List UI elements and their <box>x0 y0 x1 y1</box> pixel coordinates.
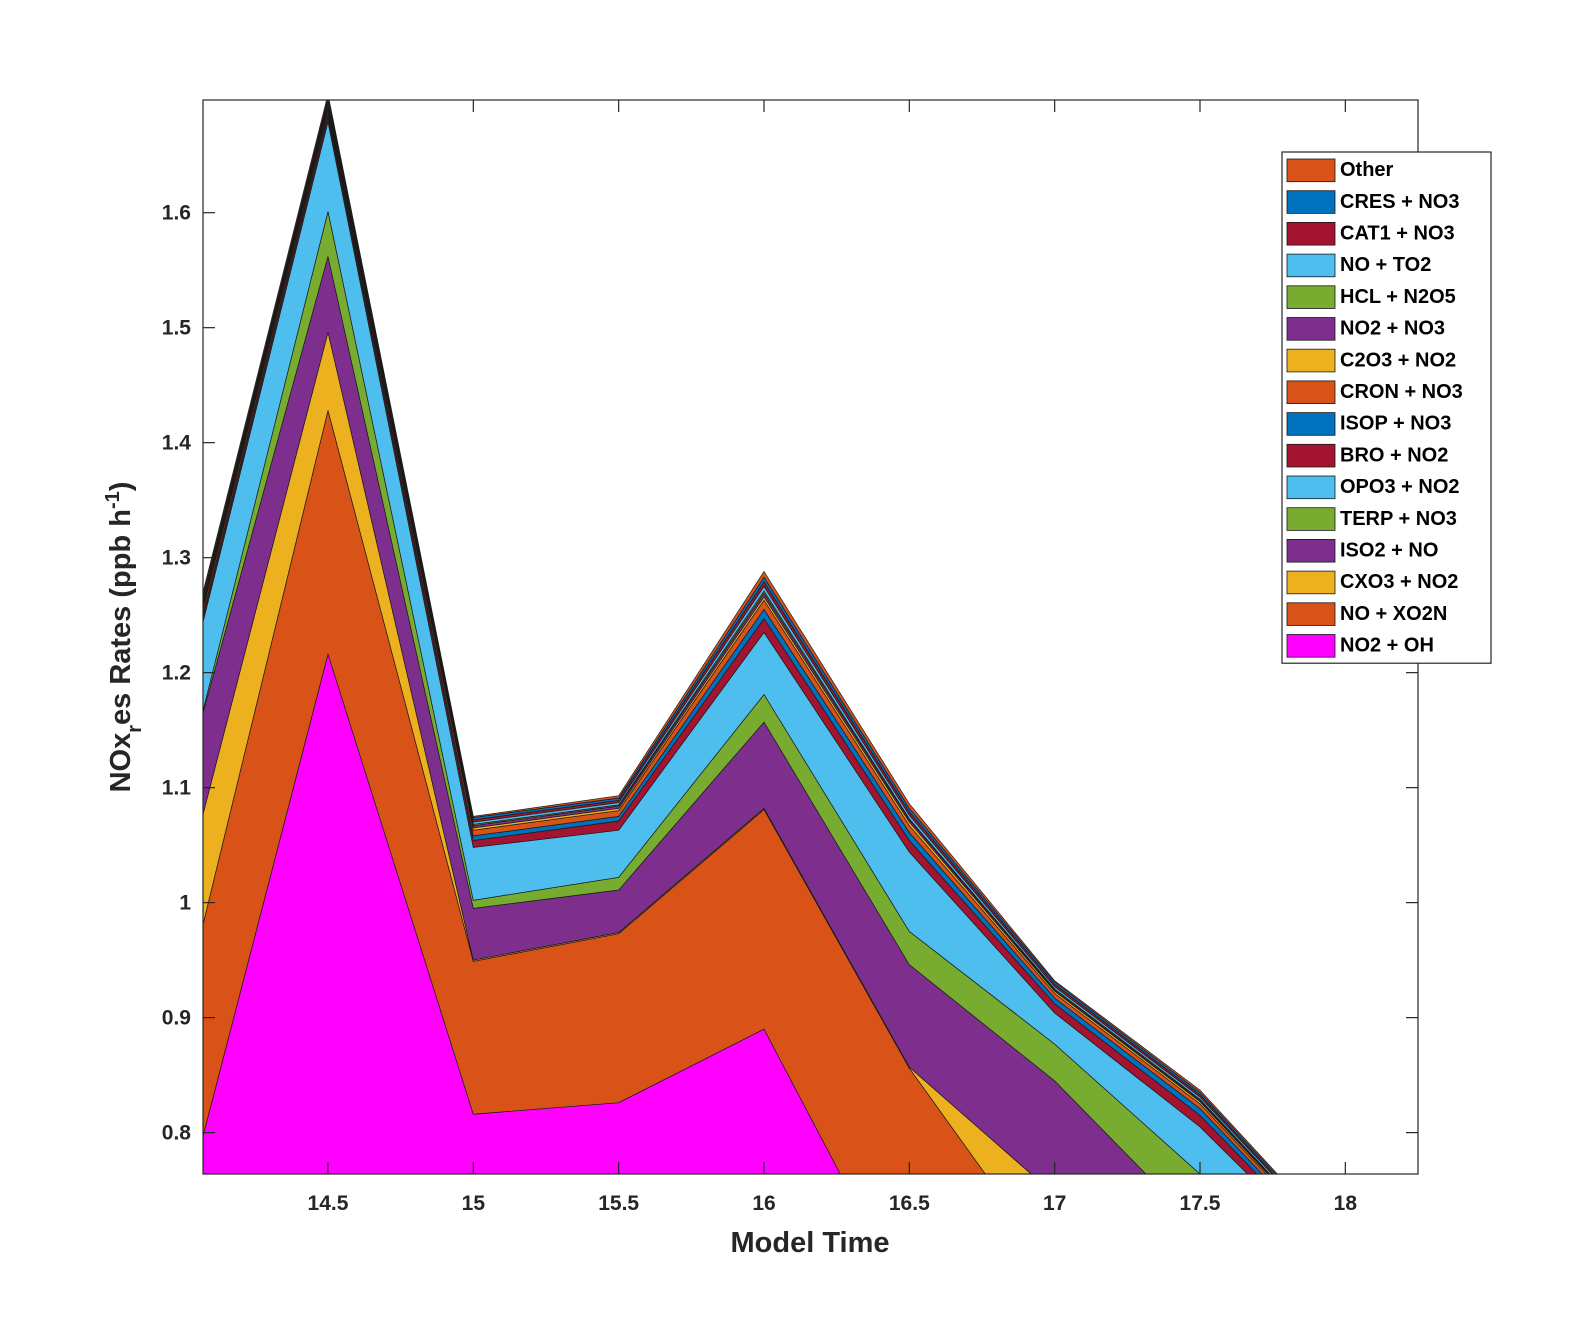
legend-label: TERP + NO3 <box>1340 508 1457 530</box>
legend-swatch <box>1286 570 1336 595</box>
y-axis-label-part: -1 <box>102 491 124 509</box>
legend-swatch <box>1286 348 1336 373</box>
y-tick-label: 1.1 <box>162 777 192 800</box>
legend-swatch <box>1286 253 1336 278</box>
legend-swatch <box>1286 158 1336 183</box>
x-axis-label: Model Time <box>731 1227 890 1259</box>
axes: 14.5 15 15.5 16 16.5 17 17.5 18 0.8 0.9 1 1.1 1.2 1.3… <box>162 99 1419 1215</box>
y-tick-label: 1.2 <box>162 662 191 685</box>
y-tick-label: 0.8 <box>162 1122 192 1145</box>
area <box>203 100 1278 1174</box>
x-tick-label: 17 <box>1043 1192 1066 1215</box>
y-axis-label-part: NOx <box>105 733 137 793</box>
y-tick-label: 1.3 <box>162 547 191 570</box>
legend-label: ISOP + NO3 <box>1340 413 1451 435</box>
plot-area <box>203 100 1278 1174</box>
legend-swatch <box>1286 221 1336 246</box>
legend-label: CXO3 + NO2 <box>1340 571 1458 593</box>
y-tick-label: 1 <box>179 892 191 915</box>
legend-label: NO + XO2N <box>1340 603 1447 625</box>
y-tick-label: 1.5 <box>162 317 192 340</box>
y-axis-label-part: r <box>124 725 146 733</box>
y-tick-label: 1.6 <box>162 202 191 225</box>
y-tick-label: 1.4 <box>162 432 192 455</box>
y-axis-label: NOxres Rates (ppb h-1) <box>102 482 146 793</box>
legend-label: NO2 + OH <box>1340 635 1434 657</box>
legend-swatch <box>1286 507 1336 531</box>
legend-label: NO2 + NO3 <box>1340 318 1445 340</box>
x-tick-label: 14.5 <box>308 1192 349 1215</box>
legend-label: ISO2 + NO <box>1340 540 1438 562</box>
legend-label: CRES + NO3 <box>1340 191 1459 213</box>
legend-label: NO + TO2 <box>1340 254 1431 276</box>
legend-swatch <box>1286 412 1336 436</box>
x-tick-label: 15.5 <box>598 1192 639 1215</box>
legend-label: OPO3 + NO2 <box>1340 476 1460 498</box>
legend-label: CRON + NO3 <box>1340 381 1463 403</box>
legend-swatch <box>1286 317 1336 341</box>
legend-label: C2O3 + NO2 <box>1340 349 1456 371</box>
legend-swatch <box>1286 634 1336 658</box>
legend: Other CRES + NO3 CAT1 + NO3 NO + TO2 HCL + N… <box>1281 151 1492 664</box>
legend-swatch <box>1286 190 1336 214</box>
legend-swatch <box>1286 443 1336 468</box>
y-axis-label-part: es Rates (ppb h <box>105 509 137 725</box>
x-tick-label: 15 <box>462 1192 486 1215</box>
legend-swatch <box>1286 475 1336 500</box>
x-tick-label: 18 <box>1334 1192 1358 1215</box>
x-tick-label: 17.5 <box>1180 1192 1221 1215</box>
legend-label: Other <box>1340 159 1394 181</box>
legend-label: BRO + NO2 <box>1340 444 1448 466</box>
legend-label: HCL + N2O5 <box>1340 286 1456 308</box>
y-axis-label-part: ) <box>105 482 137 492</box>
legend-swatch <box>1286 602 1336 626</box>
y-tick-label: 0.9 <box>162 1007 191 1030</box>
legend-label: CAT1 + NO3 <box>1340 223 1455 245</box>
legend-swatch <box>1286 539 1336 563</box>
x-tick-label: 16.5 <box>889 1192 930 1215</box>
legend-swatch <box>1286 285 1336 309</box>
legend-swatch <box>1286 380 1336 404</box>
x-tick-label: 16 <box>752 1192 775 1215</box>
